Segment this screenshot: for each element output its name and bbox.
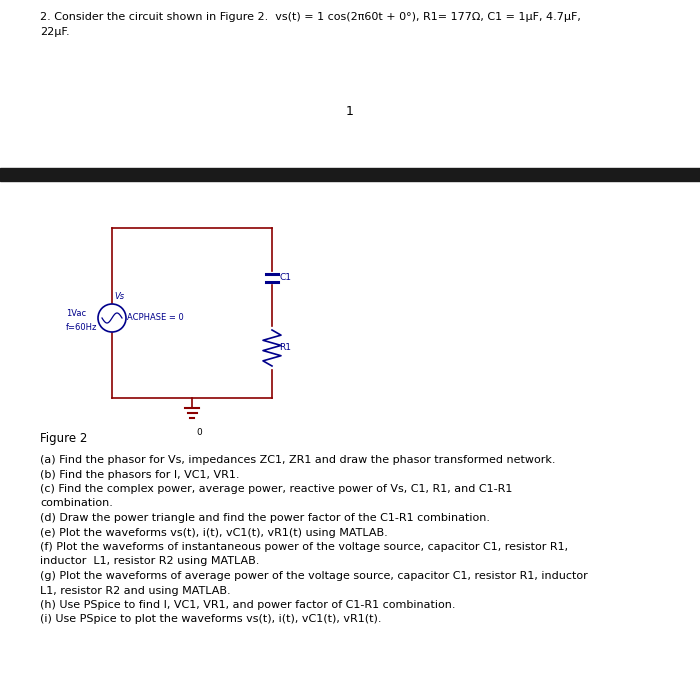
Text: inductor  L1, resistor R2 using MATLAB.: inductor L1, resistor R2 using MATLAB.: [40, 556, 260, 567]
Text: (e) Plot the waveforms vs(t), i(t), vC1(t), vR1(t) using MATLAB.: (e) Plot the waveforms vs(t), i(t), vC1(…: [40, 528, 388, 537]
Bar: [0, 168, 700, 181]
Text: (a) Find the phasor for Vs, impedances ZC1, ZR1 and draw the phasor transformed : (a) Find the phasor for Vs, impedances Z…: [40, 455, 556, 465]
Text: 1Vac: 1Vac: [66, 309, 86, 319]
Text: ACPHASE = 0: ACPHASE = 0: [127, 313, 183, 323]
Text: (i) Use PSpice to plot the waveforms vs(t), i(t), vC1(t), vR1(t).: (i) Use PSpice to plot the waveforms vs(…: [40, 614, 382, 624]
Text: 0: 0: [196, 428, 202, 437]
Text: 1: 1: [346, 105, 354, 118]
Text: (c) Find the complex power, average power, reactive power of Vs, C1, R1, and C1-: (c) Find the complex power, average powe…: [40, 484, 512, 494]
Text: 2. Consider the circuit shown in Figure 2.  vs(t) = 1 cos(2π60t + 0°), R1= 177Ω,: 2. Consider the circuit shown in Figure …: [40, 12, 581, 22]
Text: L1, resistor R2 and using MATLAB.: L1, resistor R2 and using MATLAB.: [40, 586, 230, 595]
Text: (b) Find the phasors for I, VC1, VR1.: (b) Find the phasors for I, VC1, VR1.: [40, 469, 239, 479]
Text: (h) Use PSpice to find I, VC1, VR1, and power factor of C1-R1 combination.: (h) Use PSpice to find I, VC1, VR1, and …: [40, 600, 456, 610]
Text: Vs: Vs: [114, 292, 124, 301]
Text: C1: C1: [279, 274, 291, 283]
Text: Figure 2: Figure 2: [40, 432, 88, 445]
Text: R1: R1: [279, 343, 291, 353]
Text: combination.: combination.: [40, 498, 113, 509]
Text: 22μF.: 22μF.: [40, 27, 69, 37]
Text: (g) Plot the waveforms of average power of the voltage source, capacitor C1, res: (g) Plot the waveforms of average power …: [40, 571, 588, 581]
Text: (d) Draw the power triangle and find the power factor of the C1-R1 combination.: (d) Draw the power triangle and find the…: [40, 513, 490, 523]
Text: (f) Plot the waveforms of instantaneous power of the voltage source, capacitor C: (f) Plot the waveforms of instantaneous …: [40, 542, 568, 552]
Text: f=60Hz: f=60Hz: [66, 323, 97, 332]
